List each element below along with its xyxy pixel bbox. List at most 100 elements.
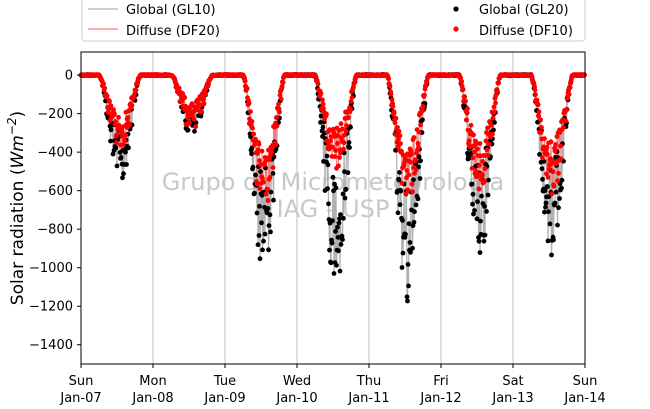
point-diffuse-df10 bbox=[398, 141, 403, 147]
point-diffuse-df10 bbox=[496, 80, 501, 86]
legend-label-global-gl10: Global (GL10) bbox=[126, 3, 216, 18]
point-diffuse-df10 bbox=[254, 181, 260, 187]
point-diffuse-df10 bbox=[335, 141, 340, 146]
point-diffuse-df10 bbox=[386, 76, 391, 82]
point-diffuse-df10 bbox=[269, 150, 274, 155]
point-diffuse-df10 bbox=[404, 168, 410, 173]
point-global-gl20 bbox=[331, 271, 337, 276]
point-global-gl20 bbox=[257, 203, 262, 209]
point-global-gl20 bbox=[330, 174, 336, 180]
point-global-gl20 bbox=[397, 202, 403, 208]
point-diffuse-df10 bbox=[250, 125, 255, 131]
point-global-gl20 bbox=[329, 240, 335, 246]
point-global-gl20 bbox=[253, 172, 258, 178]
point-diffuse-df10 bbox=[466, 138, 472, 144]
point-global-gl20 bbox=[185, 127, 191, 133]
point-diffuse-df10 bbox=[490, 115, 496, 121]
point-global-gl20 bbox=[114, 163, 120, 169]
point-global-gl20 bbox=[262, 231, 268, 237]
point-diffuse-df10 bbox=[410, 189, 415, 195]
point-diffuse-df10 bbox=[550, 169, 556, 175]
point-global-gl20 bbox=[478, 218, 483, 224]
point-global-gl20 bbox=[330, 218, 335, 224]
point-diffuse-df10 bbox=[267, 175, 273, 180]
point-diffuse-df10 bbox=[129, 102, 135, 108]
point-global-gl20 bbox=[543, 204, 548, 210]
x-tick-date: Jan-14 bbox=[563, 391, 605, 406]
point-global-gl20 bbox=[258, 169, 263, 175]
point-diffuse-df10 bbox=[465, 106, 470, 112]
point-diffuse-df10 bbox=[274, 123, 280, 129]
point-diffuse-df10 bbox=[132, 91, 137, 97]
point-global-gl20 bbox=[267, 212, 273, 218]
point-diffuse-df10 bbox=[413, 167, 419, 173]
point-diffuse-df10 bbox=[477, 163, 482, 168]
y-tick-label: −800 bbox=[37, 223, 73, 238]
point-diffuse-df10 bbox=[352, 80, 357, 86]
point-global-gl20 bbox=[397, 170, 402, 175]
point-diffuse-df10 bbox=[549, 191, 555, 197]
point-global-gl20 bbox=[325, 162, 331, 168]
point-diffuse-df10 bbox=[277, 109, 282, 115]
point-diffuse-df10 bbox=[189, 101, 195, 107]
point-global-gl20 bbox=[420, 117, 425, 123]
point-global-gl20 bbox=[266, 223, 272, 229]
point-global-gl20 bbox=[469, 181, 475, 187]
point-diffuse-df10 bbox=[315, 81, 321, 87]
point-diffuse-df10 bbox=[348, 99, 354, 104]
point-diffuse-df10 bbox=[120, 142, 126, 148]
point-diffuse-df10 bbox=[485, 152, 491, 158]
point-diffuse-df10 bbox=[483, 138, 489, 144]
point-diffuse-df10 bbox=[255, 150, 260, 156]
point-global-gl20 bbox=[407, 240, 413, 245]
point-global-gl20 bbox=[123, 149, 128, 155]
point-diffuse-df10 bbox=[542, 136, 547, 142]
point-diffuse-df10 bbox=[337, 155, 342, 160]
point-diffuse-df10 bbox=[199, 108, 204, 114]
point-diffuse-df10 bbox=[388, 91, 394, 97]
point-global-gl20 bbox=[332, 181, 337, 187]
point-diffuse-df10 bbox=[552, 148, 558, 154]
point-diffuse-df10 bbox=[191, 116, 197, 122]
point-global-gl20 bbox=[108, 127, 114, 133]
x-tick-day: Sun bbox=[573, 374, 598, 389]
point-diffuse-df10 bbox=[102, 85, 107, 91]
x-tick-date: Jan-08 bbox=[131, 391, 173, 406]
point-diffuse-df10 bbox=[335, 133, 341, 138]
point-diffuse-df10 bbox=[101, 81, 106, 87]
point-diffuse-df10 bbox=[336, 163, 341, 169]
point-diffuse-df10 bbox=[415, 141, 421, 146]
point-global-gl20 bbox=[256, 233, 262, 238]
point-global-gl20 bbox=[408, 249, 413, 255]
point-global-gl20 bbox=[255, 242, 261, 248]
y-axis-label-suffix: ) bbox=[8, 111, 28, 118]
point-diffuse-df10 bbox=[112, 112, 117, 117]
point-diffuse-df10 bbox=[399, 180, 405, 186]
series-line-gl10 bbox=[80, 72, 585, 302]
point-diffuse-df10 bbox=[532, 87, 538, 93]
point-global-gl20 bbox=[268, 189, 274, 195]
point-diffuse-df10 bbox=[416, 129, 422, 135]
point-global-gl20 bbox=[411, 177, 416, 183]
point-diffuse-df10 bbox=[279, 84, 285, 89]
point-global-gl20 bbox=[470, 191, 476, 197]
legend-label-diffuse-df10: Diffuse (DF10) bbox=[479, 24, 573, 39]
point-global-gl20 bbox=[405, 262, 411, 267]
point-diffuse-df10 bbox=[536, 109, 542, 115]
point-global-gl20 bbox=[337, 216, 342, 222]
point-diffuse-df10 bbox=[469, 166, 475, 171]
point-global-gl20 bbox=[333, 229, 338, 234]
point-diffuse-df10 bbox=[332, 154, 338, 160]
point-diffuse-df10 bbox=[563, 118, 569, 124]
point-diffuse-df10 bbox=[472, 149, 477, 155]
legend-marker-diffuse-df10 bbox=[453, 26, 459, 32]
point-diffuse-df10 bbox=[257, 158, 262, 164]
point-global-gl20 bbox=[259, 220, 264, 226]
point-diffuse-df10 bbox=[260, 176, 265, 181]
point-global-gl20 bbox=[336, 248, 341, 254]
x-tick-date: Jan-10 bbox=[275, 391, 317, 406]
point-diffuse-df10 bbox=[341, 140, 347, 146]
point-diffuse-df10 bbox=[251, 131, 256, 137]
point-diffuse-df10 bbox=[491, 104, 497, 110]
point-global-gl20 bbox=[546, 209, 551, 215]
